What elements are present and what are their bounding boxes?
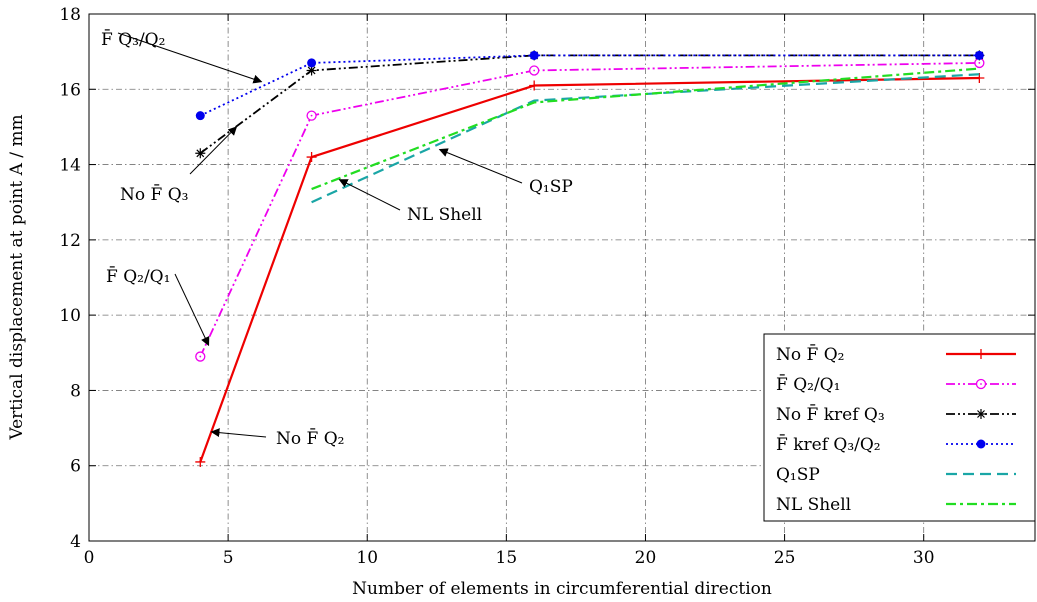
annotation-arrow <box>338 179 401 211</box>
annotation-arrow <box>189 126 238 175</box>
y-tick-label: 4 <box>70 532 81 552</box>
series-4 <box>311 73 980 204</box>
annotation-label: Q₁SP <box>529 177 573 197</box>
annotation-arrow <box>117 32 263 84</box>
series-5 <box>311 67 980 191</box>
marker-filled-circle <box>195 111 205 121</box>
x-tick-label: 15 <box>496 548 518 568</box>
series-1 <box>195 57 985 362</box>
series-line <box>199 76 980 463</box>
annotation-arrow <box>174 273 210 347</box>
series-line <box>311 73 980 204</box>
series-0 <box>195 72 985 467</box>
annotation-label: No F̄ Q₂ <box>276 427 344 449</box>
legend-label: F̄ kref Q₃/Q₂ <box>776 433 881 455</box>
y-tick-label: 14 <box>59 156 81 176</box>
marker-filled-circle <box>976 439 986 449</box>
legend-label: Q₁SP <box>776 465 820 485</box>
x-tick-label: 30 <box>913 548 935 568</box>
marker-center-dot <box>533 69 536 72</box>
marker-center-dot <box>199 355 202 358</box>
x-tick-label: 10 <box>356 548 378 568</box>
plot-frame <box>88 13 1036 542</box>
x-tick-label: 5 <box>223 548 234 568</box>
annotation-arrow <box>210 428 267 438</box>
marker-plus <box>529 80 540 91</box>
y-tick-label: 18 <box>59 5 81 25</box>
marker-center-dot <box>980 383 982 385</box>
legend-label: No F̄ kref Q₃ <box>776 403 885 425</box>
marker-plus <box>976 349 986 359</box>
series-layer <box>195 50 985 467</box>
marker-center-dot <box>978 62 981 64</box>
y-tick-label: 8 <box>70 381 81 401</box>
marker-asterisk <box>195 148 206 159</box>
y-tick-label: 6 <box>70 457 81 477</box>
marker-filled-circle <box>529 50 539 60</box>
annotation-label: NL Shell <box>407 205 482 225</box>
legend-label: NL Shell <box>776 495 851 515</box>
marker-filled-circle <box>974 50 984 60</box>
legend: No F̄ Q₂ F̄ Q₂/Q₁ No F̄ kref Q₃ F̄ kref Q₃/… <box>763 333 1036 522</box>
marker-center-dot <box>310 114 313 117</box>
marker-plus <box>195 456 206 467</box>
series-line <box>199 54 980 117</box>
legend-label: F̄ Q₂/Q₁ <box>776 373 840 395</box>
y-tick-label: 12 <box>59 231 81 251</box>
annotation-label: F̄ Q₂/Q₁ <box>106 265 170 287</box>
x-tick-label: 0 <box>84 548 95 568</box>
legend-box <box>763 333 1036 522</box>
series-line <box>199 54 980 155</box>
series-3 <box>195 50 984 121</box>
series-line <box>311 67 980 191</box>
ticks: 0 5 10 15 20 25 30 4 6 8 10 12 14 16 18 <box>59 5 1035 568</box>
marker-plus <box>306 152 317 163</box>
legend-label: No F̄ Q₂ <box>776 343 844 365</box>
marker-asterisk <box>976 409 986 419</box>
annotation-label: No F̄ Q₃ <box>120 183 188 205</box>
series-line <box>199 62 980 357</box>
x-tick-label: 20 <box>635 548 657 568</box>
marker-asterisk <box>306 65 317 76</box>
marker-filled-circle <box>307 58 317 68</box>
y-axis-label: Vertical displacement at point A / mm <box>7 114 27 440</box>
y-tick-label: 10 <box>59 306 81 326</box>
annotations: F̄ Q₃/Q₂ No F̄ Q₃ F̄ Q₂/Q₁ No F̄ Q₂ NL Shell… <box>101 28 573 449</box>
annotation-label: F̄ Q₃/Q₂ <box>101 28 165 50</box>
y-tick-label: 16 <box>59 80 81 100</box>
x-axis-label: Number of elements in circumferential di… <box>352 579 772 599</box>
x-tick-label: 25 <box>774 548 796 568</box>
annotation-arrow <box>438 148 523 184</box>
